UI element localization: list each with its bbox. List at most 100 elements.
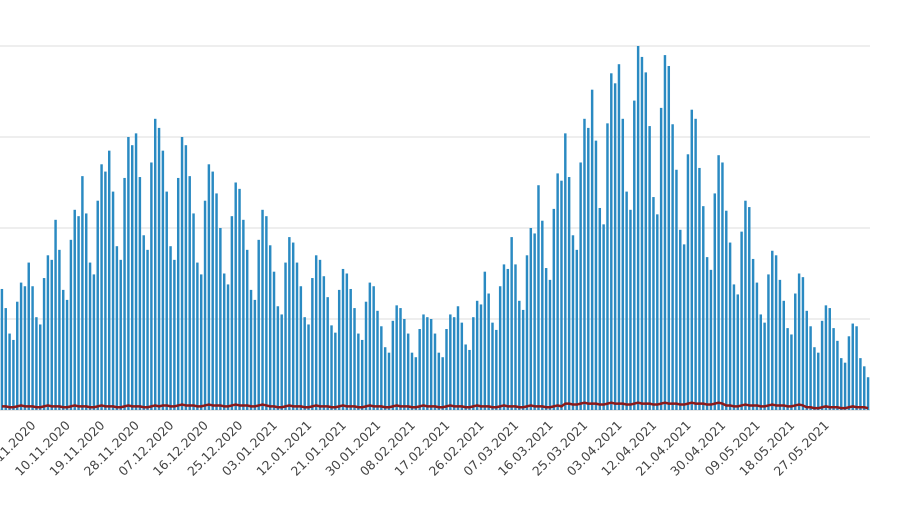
bar [502,264,506,410]
bar [648,126,651,410]
bar [230,216,234,410]
bar [73,209,76,410]
bar [422,314,425,410]
bar [123,177,126,410]
bar [552,208,556,410]
bar [196,262,199,410]
bar [176,177,180,410]
bar [809,326,812,410]
bar [119,259,122,410]
bar [866,377,870,410]
bar [299,286,303,410]
bar [364,301,368,410]
bar [81,176,84,410]
bar [713,193,717,410]
bar [828,308,831,410]
bar [403,319,406,410]
bar [625,191,628,410]
bar [682,244,686,410]
bar [410,352,414,410]
bar [663,55,667,410]
bar [633,100,636,410]
bar [583,118,586,411]
bar [268,245,272,410]
bar [326,297,329,410]
bar [679,229,682,410]
bar [16,301,19,410]
bar [598,207,602,410]
bar [85,213,88,410]
bar [318,259,322,410]
bar [690,109,694,410]
bar [744,200,747,410]
bar [820,320,824,410]
bar [8,333,11,410]
bar [77,216,80,410]
bar [544,268,548,410]
bar [184,145,188,410]
bar [832,328,835,410]
bar [514,264,517,410]
bar [429,319,433,410]
bar [58,249,61,410]
bar [725,210,728,410]
bar [790,334,793,410]
bar [510,237,513,410]
bar [280,314,283,410]
bar [211,171,214,410]
bar [0,288,4,410]
bar [767,274,770,410]
bar [35,317,38,410]
bar [4,308,7,410]
bar [376,310,379,410]
bar [851,323,854,410]
bar [782,300,785,410]
bar [813,347,816,410]
bar [303,317,306,410]
bar [529,228,533,410]
bar [855,326,858,410]
bar [345,273,349,410]
bar [805,310,808,410]
bar [42,278,46,410]
bar [165,191,168,410]
bar [188,176,191,410]
bar [380,326,383,410]
bar [449,314,452,410]
bar [751,258,755,410]
bar [330,325,333,410]
bar [383,347,387,410]
bar [88,262,92,410]
bar [567,177,571,410]
bar [859,358,862,410]
bar [418,329,421,410]
bar [732,284,736,410]
bar [307,324,310,410]
bar [368,282,372,410]
bar [464,344,467,410]
bar [525,255,529,410]
bar [640,56,644,411]
bar [414,357,418,410]
bar [134,133,138,411]
bar [506,268,510,410]
bar [12,339,15,410]
bar [656,214,659,410]
bar [771,250,774,410]
bar [157,127,161,411]
bar [571,235,575,410]
bar [786,328,789,410]
bar [774,255,778,410]
bar [840,358,843,410]
bar [468,349,471,410]
bar [437,352,441,410]
bar [487,293,490,410]
bar [843,362,847,410]
bar [130,145,134,410]
bar [717,155,720,410]
bar [127,137,130,410]
bar [521,309,525,410]
bar [161,150,165,410]
bar [759,314,762,410]
bar [111,191,115,410]
